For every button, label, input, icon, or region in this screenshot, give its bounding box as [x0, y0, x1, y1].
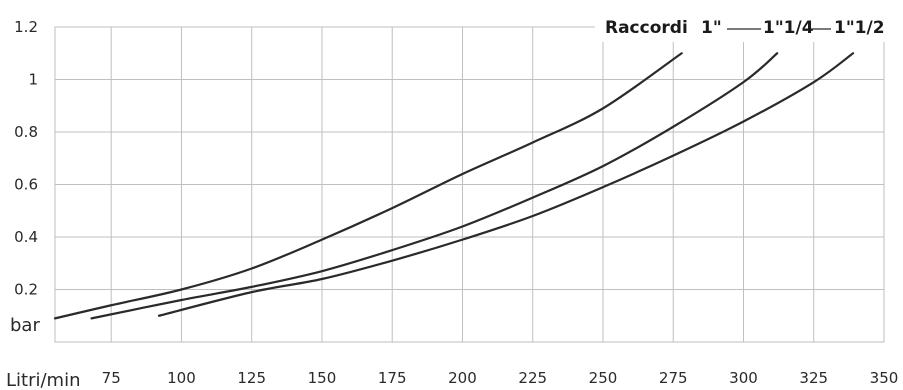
- x-tick-label: 250: [589, 369, 618, 387]
- series-lines: [53, 52, 855, 320]
- x-tick-label: 300: [729, 369, 758, 387]
- x-tick-label: 350: [870, 369, 899, 387]
- x-axis-ticks: 75 100 125 150 175 200 225 250 275 300 325 350: [102, 369, 899, 387]
- legend-series-1: 1": [701, 18, 722, 38]
- y-tick-label: 1.2: [14, 18, 38, 36]
- x-tick-label: 100: [167, 369, 196, 387]
- legend-background: [595, 8, 895, 42]
- legend-series-3: 1"1/2: [834, 18, 885, 38]
- y-tick-label: 0.2: [14, 281, 38, 299]
- legend: Raccordi 1" 1"1/4 1"1/2: [595, 8, 895, 42]
- x-tick-label: 125: [237, 369, 266, 387]
- y-tick-label: 0.6: [14, 176, 38, 194]
- series-line-1: [53, 52, 683, 320]
- series-line-3: [157, 52, 855, 317]
- x-tick-label: 225: [518, 369, 547, 387]
- y-axis-label: bar: [10, 315, 40, 336]
- y-axis-ticks: 0.2 0.4 0.6 0.8 1 1.2: [14, 18, 38, 299]
- x-tick-label: 150: [308, 369, 337, 387]
- x-tick-label: 75: [102, 369, 121, 387]
- y-tick-label: 0.4: [14, 228, 38, 246]
- x-tick-label: 325: [799, 369, 828, 387]
- x-tick-label: 275: [659, 369, 688, 387]
- axis-labels: bar Litri/min: [6, 315, 81, 390]
- series-line-2: [90, 52, 779, 320]
- x-axis-label: Litri/min: [6, 370, 81, 390]
- x-tick-label: 175: [378, 369, 407, 387]
- x-tick-label: 200: [448, 369, 477, 387]
- legend-series-2: 1"1/4: [763, 18, 814, 38]
- y-tick-label: 1: [28, 71, 38, 89]
- legend-title: Raccordi: [605, 18, 688, 38]
- grid: [54, 26, 885, 343]
- y-tick-label: 0.8: [14, 123, 38, 141]
